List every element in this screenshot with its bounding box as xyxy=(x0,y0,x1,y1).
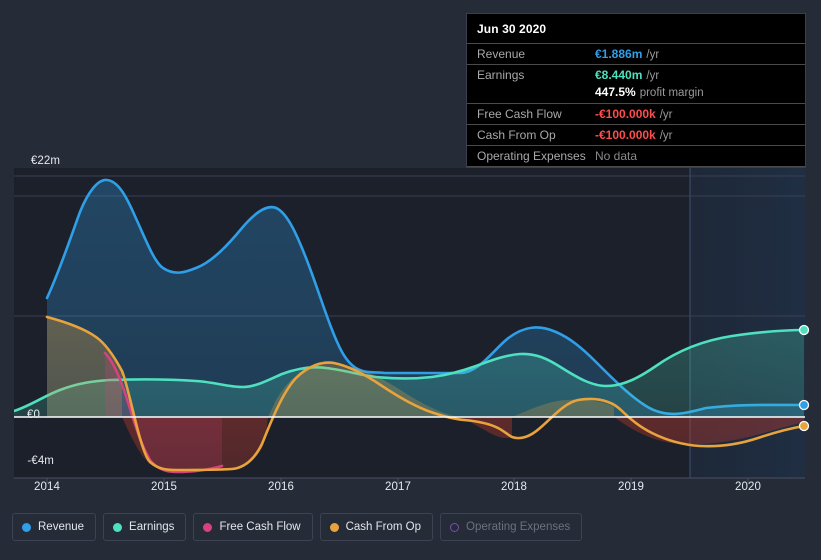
x-axis-label-2017: 2017 xyxy=(385,481,411,493)
tooltip-row-cash-from-op: Cash From Op -€100.000k /yr xyxy=(467,124,805,145)
tooltip-unit-earnings: /yr xyxy=(646,70,660,82)
tooltip-unit-cash-from-op: /yr xyxy=(659,130,673,142)
chart-tooltip: Jun 30 2020 Revenue €1.886m /yr Earnings… xyxy=(466,13,806,168)
x-axis-label-2018: 2018 xyxy=(501,481,527,493)
tooltip-label-revenue: Revenue xyxy=(477,47,526,61)
y-axis-label-zero: €0 xyxy=(27,409,40,421)
legend-label-earnings: Earnings xyxy=(129,521,175,533)
tooltip-row-profit-margin: 447.5% profit margin xyxy=(467,85,805,103)
series-area-cashfromop-positive xyxy=(47,317,614,417)
tooltip-unit-revenue: /yr xyxy=(646,49,660,61)
legend-item-revenue[interactable]: Revenue xyxy=(12,513,97,541)
x-axis-label-2019: 2019 xyxy=(618,481,644,493)
series-line-cashfromop xyxy=(45,315,805,472)
legend-label-free-cash-flow: Free Cash Flow xyxy=(219,521,301,533)
tooltip-value-free-cash-flow: -€100.000k xyxy=(595,107,656,121)
tooltip-label-free-cash-flow: Free Cash Flow xyxy=(477,107,562,121)
legend-label-revenue: Revenue xyxy=(38,521,85,533)
series-line-earnings xyxy=(14,328,805,413)
tooltip-value-cash-from-op: -€100.000k xyxy=(595,128,656,142)
tooltip-value-revenue: €1.886m xyxy=(595,47,643,61)
tooltip-value-operating-expenses: No data xyxy=(595,149,638,163)
legend-label-cash-from-op: Cash From Op xyxy=(345,521,422,533)
y-axis-label-min: -€4m xyxy=(27,455,54,467)
x-axis-ticks xyxy=(46,478,749,484)
legend-item-free-cash-flow[interactable]: Free Cash Flow xyxy=(193,513,313,541)
series-area-earnings xyxy=(14,330,804,417)
y-axis-label-max: €22m xyxy=(30,155,60,167)
series-line-revenue xyxy=(45,178,805,416)
tooltip-value-earnings: €8.440m xyxy=(595,68,643,82)
endpoint-markers xyxy=(798,324,810,432)
tooltip-row-earnings: Earnings €8.440m /yr xyxy=(467,64,805,85)
legend-item-cash-from-op[interactable]: Cash From Op xyxy=(319,513,434,541)
legend-label-operating-expenses: Operating Expenses xyxy=(466,521,571,533)
revenue-color-dot-icon xyxy=(22,522,31,532)
tooltip-bottom-rule xyxy=(467,166,805,167)
tooltip-row-operating-expenses: Operating Expenses No data xyxy=(467,145,805,166)
series-line-freecashflow xyxy=(103,351,224,474)
free-cash-flow-color-dot-icon xyxy=(203,522,213,532)
tooltip-row-free-cash-flow: Free Cash Flow -€100.000k /yr xyxy=(467,103,805,124)
x-axis-label-2014: 2014 xyxy=(34,481,60,493)
tooltip-unit-profit-margin: profit margin xyxy=(639,87,704,99)
cash-from-op-color-dot-icon xyxy=(329,522,339,532)
legend-item-earnings[interactable]: Earnings xyxy=(103,513,187,541)
tooltip-label-cash-from-op: Cash From Op xyxy=(477,128,556,142)
tooltip-label-earnings: Earnings xyxy=(477,68,525,82)
tooltip-label-operating-expenses: Operating Expenses xyxy=(477,149,586,163)
series-area-revenue xyxy=(47,179,804,417)
tooltip-date: Jun 30 2020 xyxy=(477,22,547,36)
earnings-color-dot-icon xyxy=(113,522,123,532)
legend-item-operating-expenses[interactable]: Operating Expenses xyxy=(440,513,583,541)
tooltip-row-revenue: Revenue €1.886m /yr xyxy=(467,43,805,64)
series-area-freecashflow xyxy=(105,353,222,470)
tooltip-unit-free-cash-flow: /yr xyxy=(659,109,673,121)
chart-legend: Revenue Earnings Free Cash Flow Cash Fro… xyxy=(12,513,583,541)
x-axis-label-2016: 2016 xyxy=(268,481,294,493)
x-axis-label-2015: 2015 xyxy=(151,481,177,493)
tooltip-value-profit-margin: 447.5% xyxy=(595,85,636,99)
operating-expenses-color-dot-icon xyxy=(450,522,460,532)
x-axis-label-2020: 2020 xyxy=(735,481,761,493)
